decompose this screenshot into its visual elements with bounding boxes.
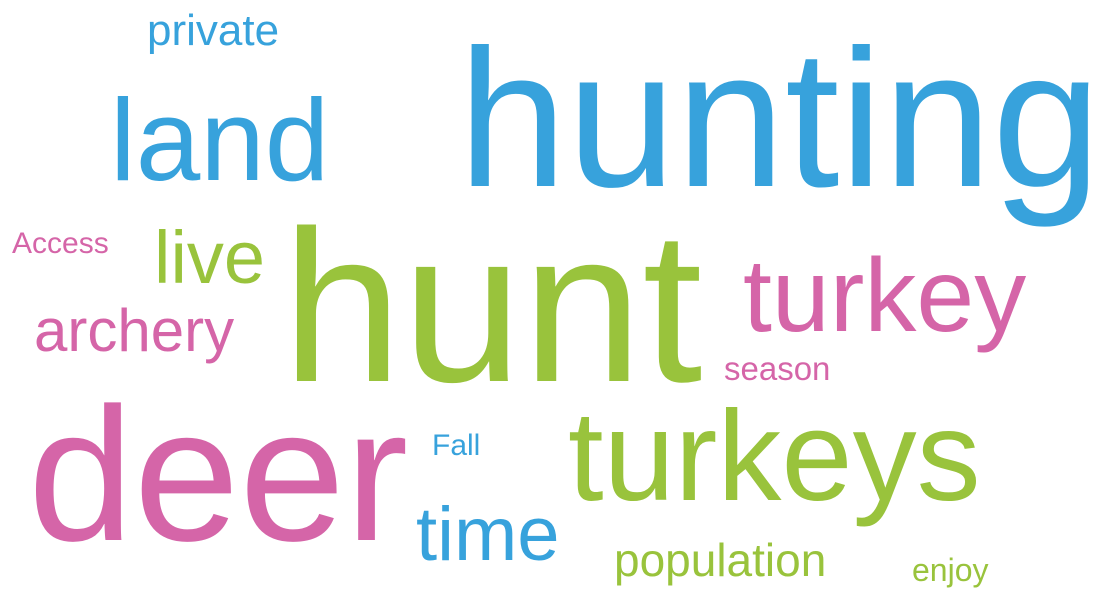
word: archery (34, 297, 234, 364)
word: hunting (458, 9, 1101, 228)
word: Access (12, 227, 109, 260)
word: Fall (432, 429, 480, 462)
word: live (154, 216, 265, 299)
word: private (147, 6, 279, 55)
word: turkey (743, 238, 1026, 354)
word: population (614, 534, 826, 586)
word: season (724, 350, 830, 387)
word: turkeys (568, 385, 981, 528)
word: hunt (282, 185, 702, 427)
word: deer (28, 369, 408, 581)
word: enjoy (912, 552, 989, 588)
word: land (110, 75, 329, 205)
word: time (416, 492, 560, 577)
